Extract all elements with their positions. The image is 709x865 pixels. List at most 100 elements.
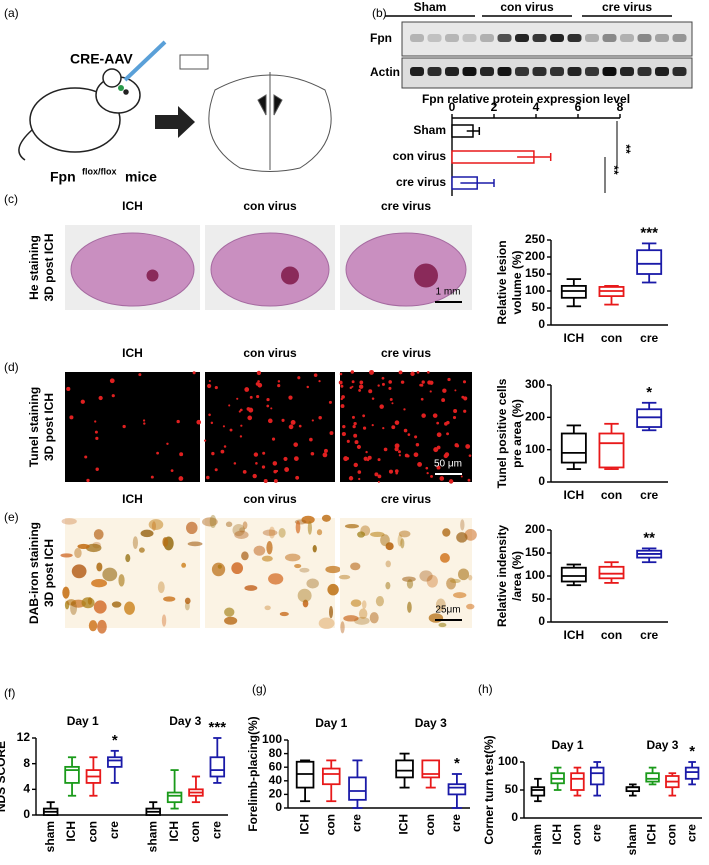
blot-band <box>515 34 529 42</box>
dab-spot <box>264 605 271 611</box>
tunel-dot <box>293 442 299 447</box>
y-tick-label: 60 <box>269 759 283 773</box>
column-label: cre virus <box>381 199 431 213</box>
dab-spot <box>466 603 475 610</box>
blot-row-label: Fpn <box>370 31 392 45</box>
tunel-dot <box>397 450 401 454</box>
x-tick-label: 2 <box>491 100 498 114</box>
y-tick-label: 100 <box>525 442 545 456</box>
sig-label: * <box>646 384 652 401</box>
tunel-dot <box>166 442 169 446</box>
tunel-dot <box>318 380 321 383</box>
brain-slice <box>345 232 467 307</box>
tunel-dot <box>353 421 357 426</box>
tunel-dot <box>439 476 445 481</box>
tunel-dot <box>69 415 74 420</box>
y-tick-label: 150 <box>525 266 545 280</box>
tunel-dot <box>388 469 394 474</box>
sig-label: * <box>112 732 118 749</box>
chart-title: Fpn relative protein expression level <box>422 92 630 106</box>
tunel-dot <box>288 424 294 430</box>
tunel-dot <box>281 418 285 422</box>
tunel-dot <box>240 424 243 427</box>
x-tick-label: ICH <box>550 824 564 845</box>
tunel-dot <box>342 425 346 429</box>
tunel-dot <box>179 452 184 457</box>
tunel-dot <box>358 389 362 392</box>
tunel-dot <box>192 371 196 375</box>
dab-spot <box>242 521 248 530</box>
dab-spot <box>93 600 107 614</box>
dab-spot <box>301 515 315 524</box>
x-tick-label: cre <box>640 628 658 642</box>
blot-fpn <box>401 21 693 57</box>
tunel-dot <box>293 456 299 461</box>
x-tick-label: cre <box>107 821 121 839</box>
tunel-dot <box>356 444 361 450</box>
blot-band <box>655 67 669 76</box>
tunel-dot <box>98 395 103 401</box>
y-tick-label: cre virus <box>396 175 446 189</box>
blot-band <box>497 34 512 42</box>
tunel-dot <box>263 478 268 483</box>
tunel-dot <box>394 443 400 449</box>
tunel-dot <box>452 415 457 420</box>
blot-group: con virus <box>500 0 554 14</box>
tunel-dot <box>256 370 262 376</box>
tunel-dot <box>247 415 253 421</box>
sig-label: ** <box>643 529 655 546</box>
y-tick-label: 150 <box>525 545 545 559</box>
dab-spot <box>224 616 238 625</box>
blot-band <box>655 34 669 42</box>
box <box>166 791 183 804</box>
tunel-dot <box>463 409 467 413</box>
dab-spot <box>299 567 310 573</box>
tunel-dot <box>94 420 97 423</box>
tunel-dot <box>310 451 315 456</box>
y-tick-label: 50 <box>532 300 546 314</box>
panel-a-title: CRE-AAV <box>70 51 133 67</box>
dab-spot <box>284 553 301 562</box>
tunel-dot <box>228 404 231 407</box>
blot-group: cre virus <box>602 0 652 14</box>
y-tick-label: 40 <box>269 773 283 787</box>
tunel-dot <box>429 380 434 385</box>
tunel-dot <box>414 435 418 439</box>
dab-spot <box>161 614 167 627</box>
tunel-dot <box>442 388 447 393</box>
y-tick-label: 0 <box>275 800 282 814</box>
tunel-dot <box>253 452 259 457</box>
y-tick-label: 200 <box>525 410 545 424</box>
panel-label: (a) <box>4 6 19 20</box>
brain-slice <box>70 232 195 307</box>
tunel-dot <box>275 469 279 473</box>
tunel-dot <box>443 453 449 459</box>
dab-spot <box>385 581 391 590</box>
x-tick-label: ICH <box>563 331 584 345</box>
mouse-suffix: mice <box>125 169 157 185</box>
blot-band <box>672 67 687 76</box>
blot-band <box>620 34 634 42</box>
tunel-dot <box>290 419 296 425</box>
dab-spot <box>102 567 118 582</box>
brain-slice <box>210 232 330 307</box>
box <box>684 766 700 780</box>
tunel-bg <box>65 372 200 482</box>
tunel-dot <box>371 424 374 427</box>
column-label: con virus <box>243 492 297 506</box>
dab-spot <box>157 581 165 594</box>
dab-spot <box>60 553 73 558</box>
x-tick-label: 0 <box>449 100 456 114</box>
tunel-dot <box>323 448 328 453</box>
y-tick-label: 100 <box>525 283 545 297</box>
blot-band <box>637 34 652 42</box>
dab-spot <box>419 570 433 582</box>
blot-band <box>585 34 599 42</box>
tunel-dot <box>210 421 214 425</box>
tunel-dot <box>266 397 270 402</box>
tunel-dot <box>222 425 226 428</box>
dab-spot <box>262 529 278 536</box>
dab-spot <box>316 529 323 536</box>
dab-spot <box>329 605 334 619</box>
x-tick-label: ICH <box>64 821 78 842</box>
